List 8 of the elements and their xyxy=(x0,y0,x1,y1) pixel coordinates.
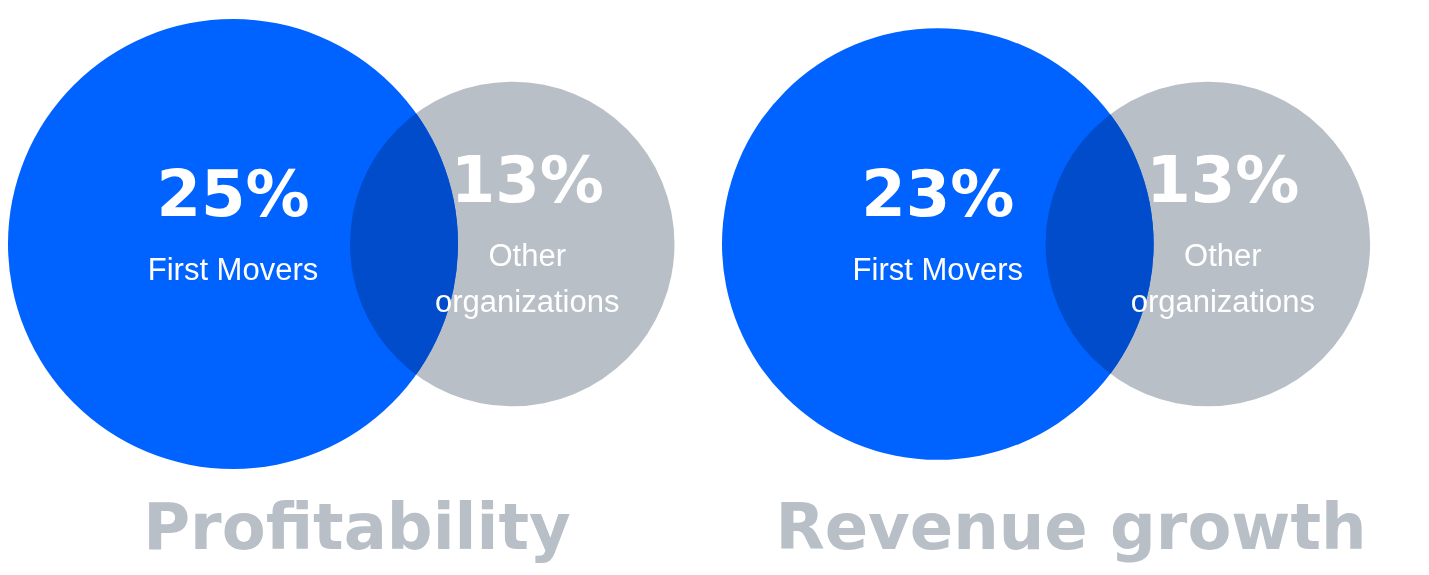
data-label: 13% xyxy=(450,142,604,217)
category-label: First Movers xyxy=(852,251,1024,287)
data-label: 23% xyxy=(861,156,1015,231)
category-label: First Movers xyxy=(147,251,319,287)
text: Profitability xyxy=(143,490,571,565)
data-label: 13% xyxy=(1146,142,1300,217)
text: Revenue growth xyxy=(775,490,1367,565)
data-label: 25% xyxy=(156,156,310,231)
